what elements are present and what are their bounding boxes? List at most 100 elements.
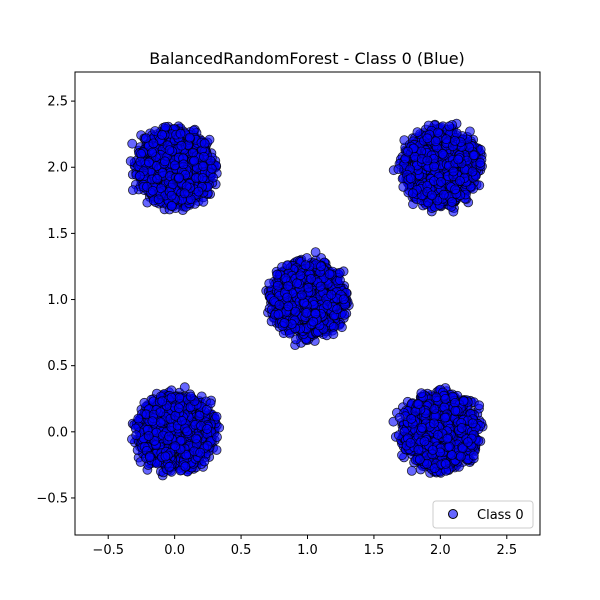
data-point <box>202 424 213 434</box>
data-point <box>301 307 312 318</box>
data-point <box>143 157 154 168</box>
data-point <box>339 309 350 320</box>
data-point <box>197 173 208 183</box>
legend: Class 0 <box>432 500 534 529</box>
data-point <box>419 436 430 447</box>
data-point <box>164 461 175 472</box>
data-point <box>453 154 464 165</box>
data-point <box>164 145 175 156</box>
data-point <box>402 146 413 157</box>
data-point <box>412 127 423 138</box>
data-point <box>454 175 465 186</box>
data-point <box>198 161 209 172</box>
data-point <box>468 150 479 161</box>
data-point <box>428 418 439 429</box>
data-point <box>175 128 186 139</box>
x-tick-label: 0.0 <box>164 543 185 558</box>
data-point <box>474 400 485 411</box>
data-point <box>173 403 184 414</box>
data-point <box>170 441 181 452</box>
data-point <box>182 426 193 437</box>
data-point <box>283 301 294 312</box>
data-point <box>393 164 404 175</box>
data-point <box>198 196 209 207</box>
y-tick-label: −0.5 <box>36 491 68 506</box>
y-tick-label: 0.5 <box>47 359 68 374</box>
data-point <box>324 269 335 280</box>
data-point <box>135 156 146 167</box>
data-point <box>176 140 187 151</box>
x-tick-label: 0.5 <box>231 543 252 558</box>
data-point <box>300 260 311 271</box>
data-point <box>322 300 333 310</box>
data-point <box>456 423 467 433</box>
data-point <box>198 151 209 162</box>
data-point <box>432 429 443 440</box>
data-point <box>455 451 466 462</box>
data-point <box>328 329 339 340</box>
data-point <box>438 189 449 200</box>
data-point <box>159 156 170 167</box>
data-point <box>316 261 326 272</box>
x-tick-label: 2.0 <box>430 543 451 558</box>
data-point <box>143 431 154 441</box>
data-point <box>206 163 217 174</box>
data-point <box>468 450 479 461</box>
data-point <box>191 433 201 444</box>
data-point <box>450 184 461 195</box>
data-point <box>427 445 438 455</box>
data-point <box>274 300 285 310</box>
data-point <box>334 267 345 278</box>
data-point <box>433 127 443 138</box>
data-point <box>406 413 417 424</box>
data-point <box>448 166 459 177</box>
data-point <box>310 247 321 258</box>
data-point <box>185 391 196 402</box>
data-point <box>326 289 337 300</box>
x-tick-label: 1.0 <box>297 543 318 558</box>
data-point <box>405 173 416 184</box>
data-point <box>422 133 433 144</box>
data-point <box>417 422 427 433</box>
data-point <box>152 173 163 184</box>
data-point <box>398 181 409 192</box>
data-point <box>166 190 177 201</box>
data-point <box>282 292 293 303</box>
data-point <box>189 155 200 166</box>
data-point <box>462 437 473 448</box>
data-point <box>133 413 144 424</box>
data-point <box>127 138 138 149</box>
data-point <box>166 392 177 403</box>
data-point <box>394 412 405 423</box>
data-point <box>440 393 451 404</box>
data-point <box>164 431 175 442</box>
data-point <box>194 410 205 421</box>
data-point <box>407 188 418 199</box>
data-point <box>332 304 343 315</box>
data-point <box>180 461 191 472</box>
data-point <box>166 200 177 211</box>
data-point <box>437 148 448 159</box>
data-point <box>447 197 457 207</box>
legend-label: Class 0 <box>477 508 524 523</box>
data-point <box>144 452 155 463</box>
data-point <box>272 269 283 280</box>
data-point <box>264 278 275 289</box>
legend-marker <box>448 509 458 519</box>
data-point <box>431 392 442 403</box>
data-point <box>153 194 164 205</box>
data-point <box>179 382 190 393</box>
y-tick-label: 0.0 <box>47 425 68 440</box>
data-point <box>440 412 450 423</box>
data-point <box>155 407 166 418</box>
data-point <box>211 411 222 422</box>
y-tick-label: 2.5 <box>47 95 68 110</box>
data-point <box>306 273 316 284</box>
data-point <box>273 309 284 320</box>
data-point <box>449 135 460 146</box>
data-point <box>282 260 293 271</box>
data-point <box>283 281 293 292</box>
data-point <box>157 129 168 140</box>
data-point <box>131 430 142 441</box>
